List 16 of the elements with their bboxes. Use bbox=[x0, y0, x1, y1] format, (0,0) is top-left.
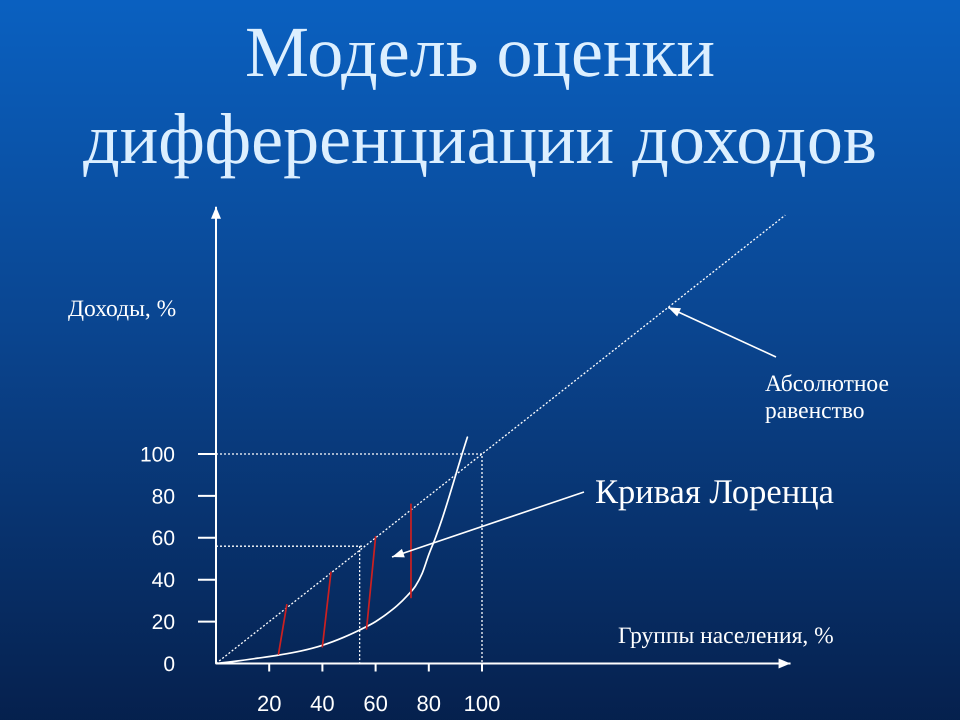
y-tick-label: 40 bbox=[152, 569, 175, 592]
y-tick-label: 0 bbox=[163, 652, 175, 676]
y-tick-label: 100 bbox=[140, 443, 175, 466]
x-tick-label: 20 bbox=[256, 691, 282, 716]
y-tick-label: 20 bbox=[152, 610, 175, 634]
y-tick-label: 80 bbox=[152, 485, 175, 508]
chart-title: Модель оценки дифференциации доходов bbox=[83, 12, 877, 179]
x-tick-label: 40 bbox=[310, 691, 335, 716]
annotation: Кривая Лоренца bbox=[595, 473, 834, 511]
x-tick-label: 100 bbox=[464, 691, 500, 716]
x-axis-title: Группы населения, % bbox=[618, 623, 834, 649]
y-axis-title: Доходы, % bbox=[68, 296, 176, 322]
x-tick-label: 80 bbox=[416, 691, 442, 716]
x-tick-label: 60 bbox=[363, 691, 388, 716]
y-tick-label: 60 bbox=[152, 527, 175, 550]
annotation: Абсолютное равенство bbox=[765, 371, 889, 424]
